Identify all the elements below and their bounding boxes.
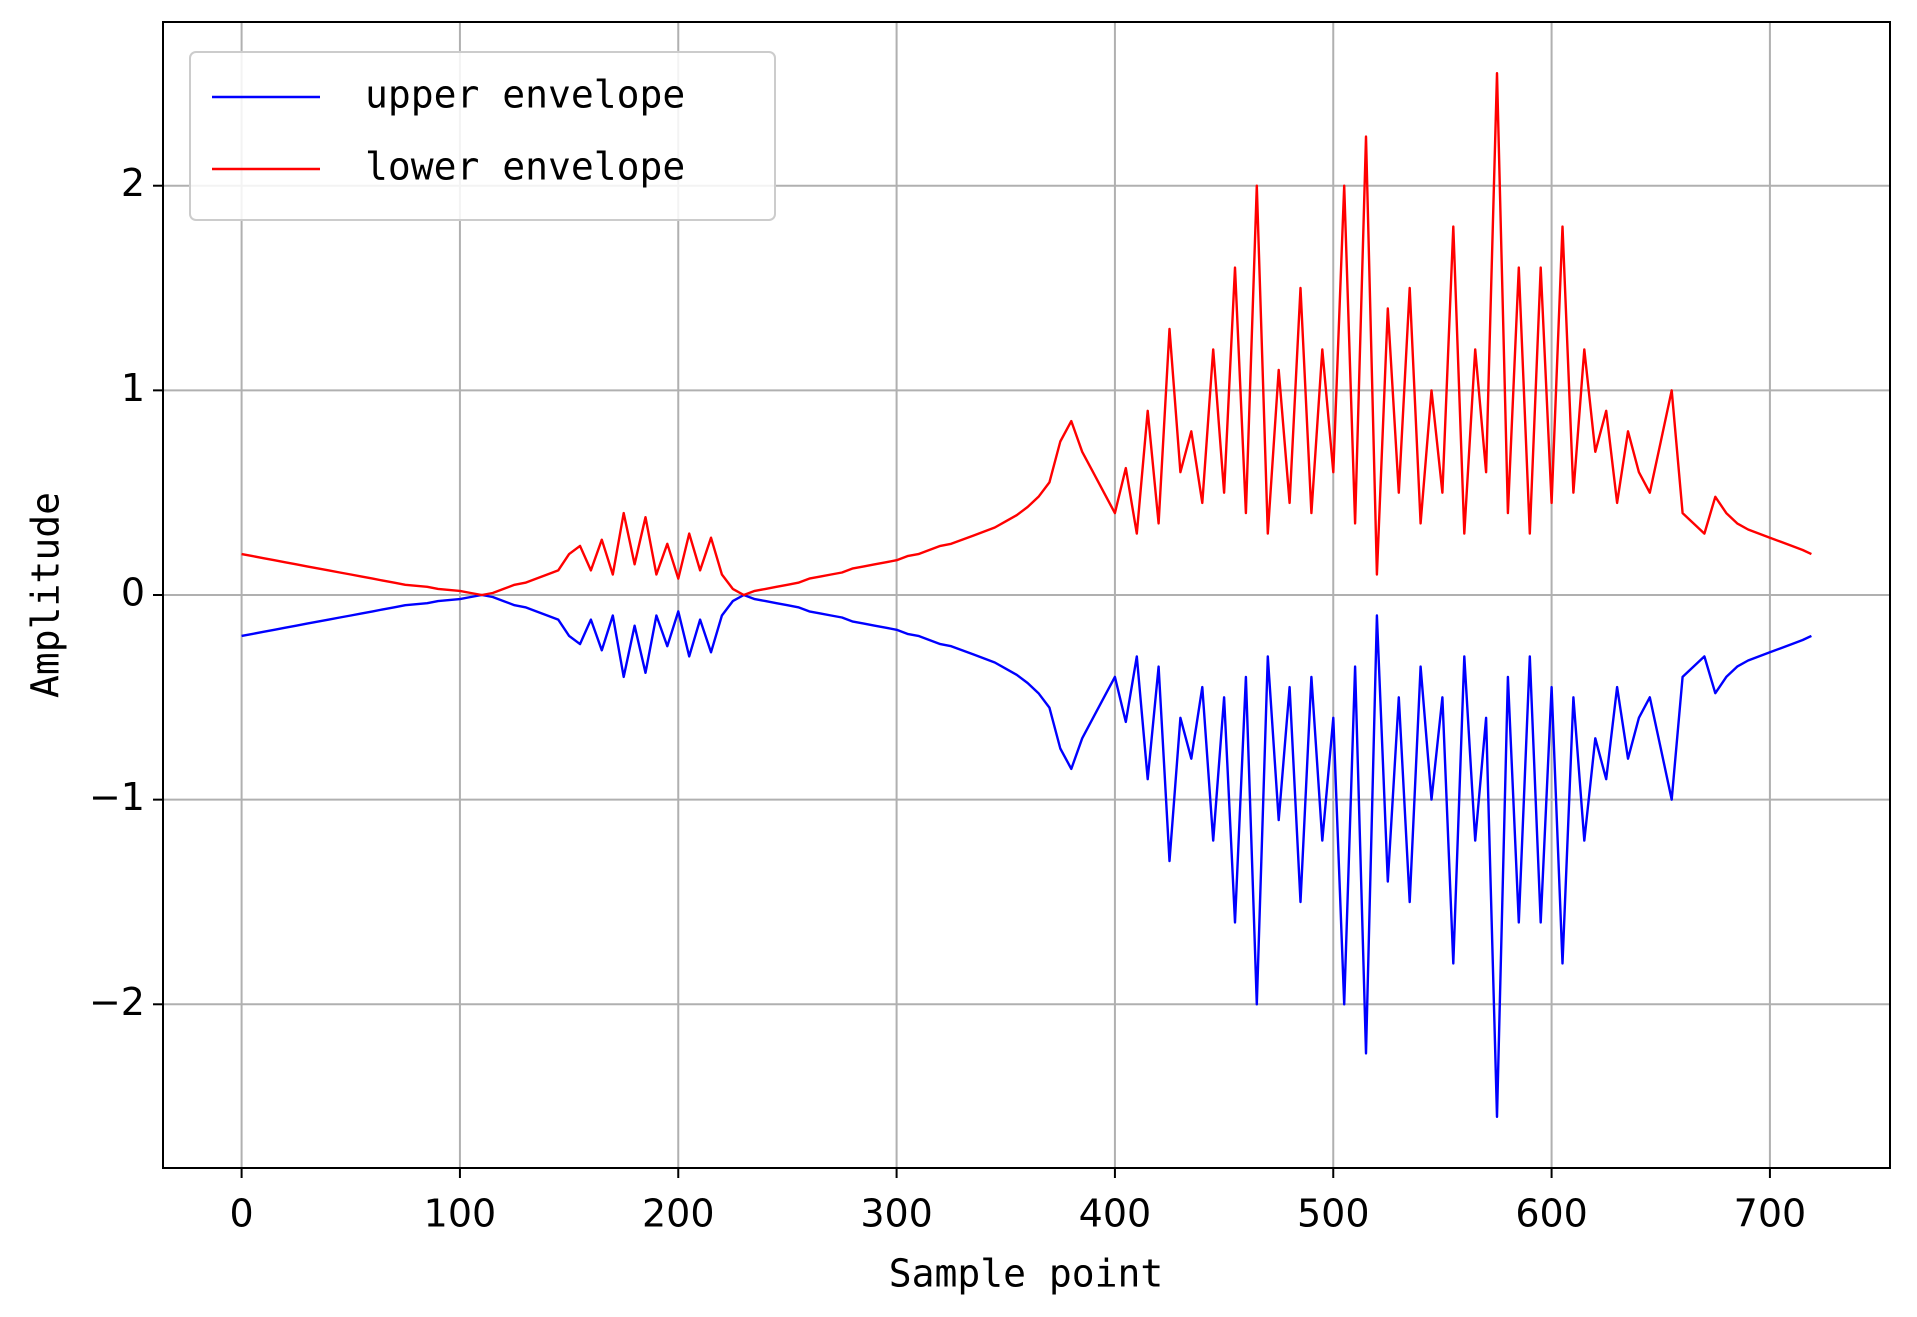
x-tick-label: 200 [642, 1192, 715, 1236]
data-line [241, 593, 1812, 1118]
legend-box [189, 51, 776, 221]
y-tick-label: −1 [89, 775, 145, 819]
x-axis-label: Sample point [889, 1252, 1164, 1296]
y-tick-label: −2 [89, 980, 145, 1024]
x-tick-label: 500 [1297, 1192, 1370, 1236]
legend-label: upper envelope [365, 73, 685, 117]
legend-label: lower envelope [365, 145, 685, 189]
x-tick-label: 100 [424, 1192, 497, 1236]
data-line [241, 72, 1812, 597]
x-tick-label: 700 [1734, 1192, 1807, 1236]
y-tick-label: 1 [121, 366, 145, 410]
y-axis-label: Amplitude [24, 492, 68, 698]
x-tick-label: 300 [860, 1192, 933, 1236]
x-tick-label: 600 [1515, 1192, 1588, 1236]
y-tick-label: 2 [121, 161, 145, 205]
x-tick-label: 0 [230, 1192, 254, 1236]
plot-frame [162, 21, 1891, 1169]
y-tick-label: 0 [121, 571, 145, 615]
x-tick-label: 400 [1079, 1192, 1152, 1236]
legend: upper envelope lower envelope [189, 51, 776, 221]
